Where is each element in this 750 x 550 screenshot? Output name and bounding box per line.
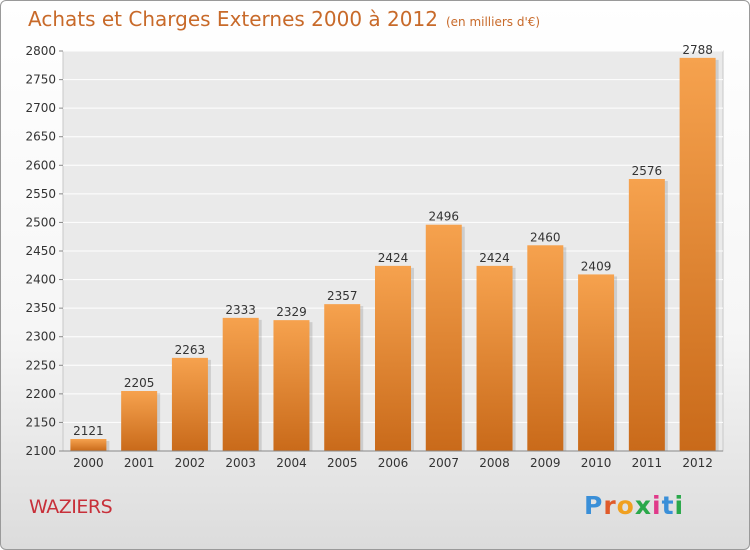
bar-value-label: 2460 — [530, 230, 561, 244]
bar-value-label: 2424 — [378, 251, 409, 265]
y-tick-label: 2350 — [25, 301, 56, 315]
bar — [70, 439, 107, 451]
bar-value-label: 2788 — [682, 43, 713, 57]
y-tick-label: 2150 — [25, 415, 56, 429]
location-label: WAZIERS — [29, 496, 113, 518]
bar — [324, 304, 361, 451]
logo-letter: t — [661, 491, 675, 520]
bar-value-label: 2329 — [276, 305, 307, 319]
y-tick-label: 2800 — [25, 44, 56, 58]
y-tick-label: 2600 — [25, 158, 56, 172]
y-tick-label: 2400 — [25, 273, 56, 287]
logo-letter: r — [603, 491, 617, 520]
bar — [121, 391, 158, 451]
x-tick-label: 2010 — [581, 456, 612, 470]
y-tick-label: 2200 — [25, 387, 56, 401]
y-tick-label: 2750 — [25, 73, 56, 87]
bar-value-label: 2496 — [428, 210, 459, 224]
y-tick-label: 2300 — [25, 330, 56, 344]
bar-value-label: 2409 — [581, 259, 612, 273]
y-tick-label: 2450 — [25, 244, 56, 258]
bar — [375, 265, 411, 451]
proxiti-logo: Proxiti — [584, 491, 684, 520]
x-tick-label: 2002 — [175, 456, 206, 470]
chart-title-text: Achats et Charges Externes 2000 à 2012 — [28, 7, 438, 31]
bar-value-label: 2263 — [175, 343, 206, 357]
x-tick-label: 2001 — [124, 456, 155, 470]
x-tick-label: 2012 — [682, 456, 713, 470]
y-tick-label: 2650 — [25, 130, 56, 144]
bar-value-label: 2205 — [124, 376, 155, 390]
bar — [679, 57, 716, 451]
x-tick-label: 2005 — [327, 456, 358, 470]
bar — [476, 265, 513, 451]
bar-value-label: 2424 — [479, 251, 510, 265]
x-tick-label: 2011 — [632, 456, 663, 470]
bar-value-label: 2121 — [73, 424, 104, 438]
y-tick-label: 2550 — [25, 187, 56, 201]
chart-subtitle: (en milliers d'€) — [445, 15, 541, 29]
y-tick-label: 2100 — [25, 444, 56, 458]
bar — [222, 317, 259, 451]
bar — [578, 274, 615, 451]
x-tick-label: 2007 — [428, 456, 459, 470]
x-tick-label: 2008 — [479, 456, 510, 470]
y-tick-label: 2250 — [25, 358, 56, 372]
logo-letter: i — [674, 491, 685, 520]
x-tick-label: 2006 — [378, 456, 409, 470]
bar — [273, 320, 310, 451]
bar — [425, 224, 462, 451]
bar-value-label: 2333 — [225, 303, 256, 317]
bar — [628, 179, 665, 451]
y-tick-label: 2500 — [25, 215, 56, 229]
bar-value-label: 2576 — [632, 164, 663, 178]
x-tick-label: 2009 — [530, 456, 561, 470]
x-tick-label: 2003 — [225, 456, 256, 470]
logo-letter: x — [634, 491, 652, 520]
bar — [171, 357, 208, 451]
x-tick-label: 2004 — [276, 456, 307, 470]
logo-letter: o — [616, 491, 635, 520]
y-tick-label: 2700 — [25, 101, 56, 115]
logo-letter: P — [584, 491, 604, 520]
chart-title: Achats et Charges Externes 2000 à 2012 (e… — [28, 7, 540, 31]
bar — [527, 245, 564, 451]
logo-letter: i — [652, 491, 662, 520]
x-tick-label: 2000 — [73, 456, 104, 470]
bar-value-label: 2357 — [327, 289, 358, 303]
